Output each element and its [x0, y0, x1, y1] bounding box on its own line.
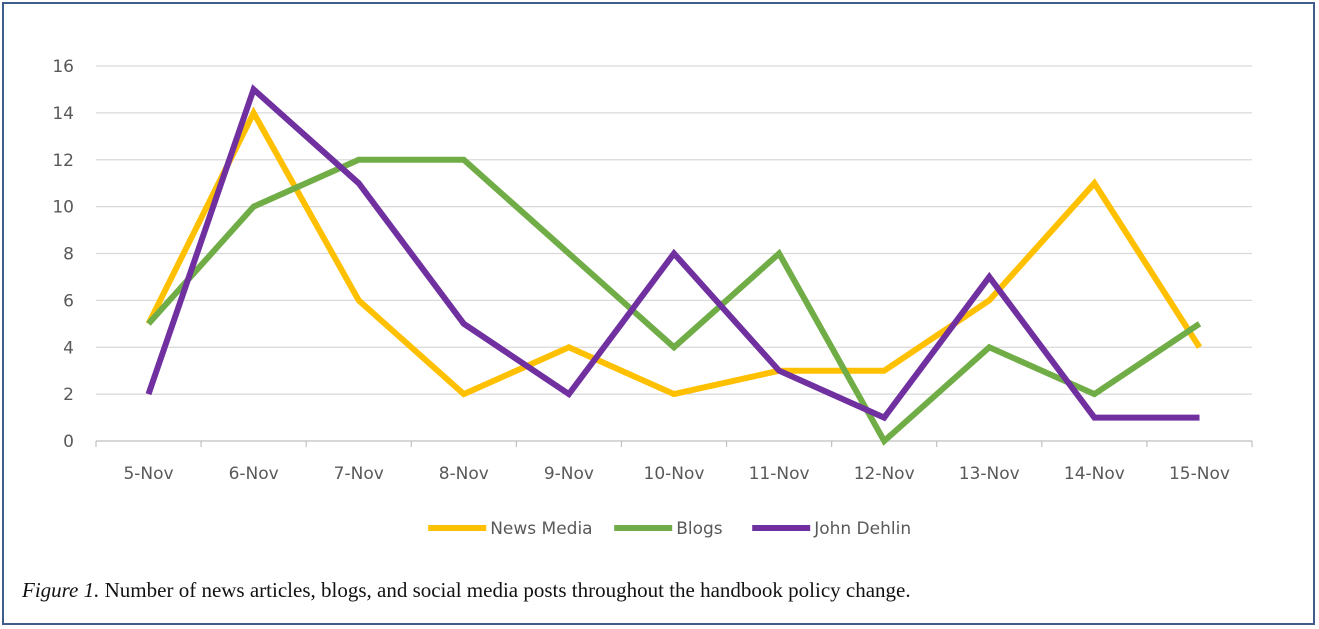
- legend-label: John Dehlin: [813, 519, 911, 539]
- y-tick-label: 6: [63, 291, 74, 311]
- x-tick-label: 5-Nov: [123, 464, 173, 484]
- x-tick-label: 14-Nov: [1064, 464, 1125, 484]
- legend-label: News Media: [490, 519, 592, 539]
- y-tick-label: 10: [52, 198, 74, 218]
- y-tick-label: 2: [63, 385, 74, 405]
- x-tick-label: 13-Nov: [959, 464, 1020, 484]
- x-tick-label: 11-Nov: [749, 464, 810, 484]
- x-tick-label: 12-Nov: [854, 464, 915, 484]
- x-tick-label: 10-Nov: [644, 464, 705, 484]
- line-chart: 0 2 4 6 8 10 12 14 16 5-Nov 6-Nov 7-Nov 8-Nov 9-Nov 1…: [52, 57, 1253, 539]
- y-tick-label: 12: [52, 151, 74, 171]
- x-tick-label: 15-Nov: [1169, 464, 1230, 484]
- x-tick-label: 6-Nov: [229, 464, 279, 484]
- y-tick-label: 14: [52, 104, 74, 124]
- y-axis-tick-labels: 0 2 4 6 8 10 12 14 16: [52, 57, 74, 452]
- caption-text: Number of news articles, blogs, and soci…: [99, 578, 911, 602]
- x-axis-tick-labels: 5-Nov 6-Nov 7-Nov 8-Nov 9-Nov 10-Nov 11-Nov 12-…: [123, 464, 1229, 484]
- legend-label: Blogs: [676, 519, 723, 539]
- x-tick-label: 9-Nov: [544, 464, 594, 484]
- x-axis: [95, 440, 1253, 447]
- y-tick-label: 16: [52, 57, 74, 77]
- y-tick-label: 0: [63, 432, 74, 452]
- y-tick-label: 4: [63, 338, 74, 358]
- series-line-blogs: [146, 156, 1202, 446]
- x-tick-label: 7-Nov: [334, 464, 384, 484]
- series-line-news-media: [145, 106, 1203, 398]
- series-line-john-dehlin: [145, 84, 1200, 422]
- figure-caption: Figure 1. Number of news articles, blogs…: [22, 578, 911, 603]
- gridlines: [96, 65, 1252, 395]
- x-tick-label: 8-Nov: [439, 464, 489, 484]
- series-lines: [145, 84, 1203, 446]
- figure-label: Figure 1.: [22, 578, 100, 602]
- legend: News Media Blogs John Dehlin: [428, 519, 911, 539]
- y-tick-label: 8: [63, 245, 74, 265]
